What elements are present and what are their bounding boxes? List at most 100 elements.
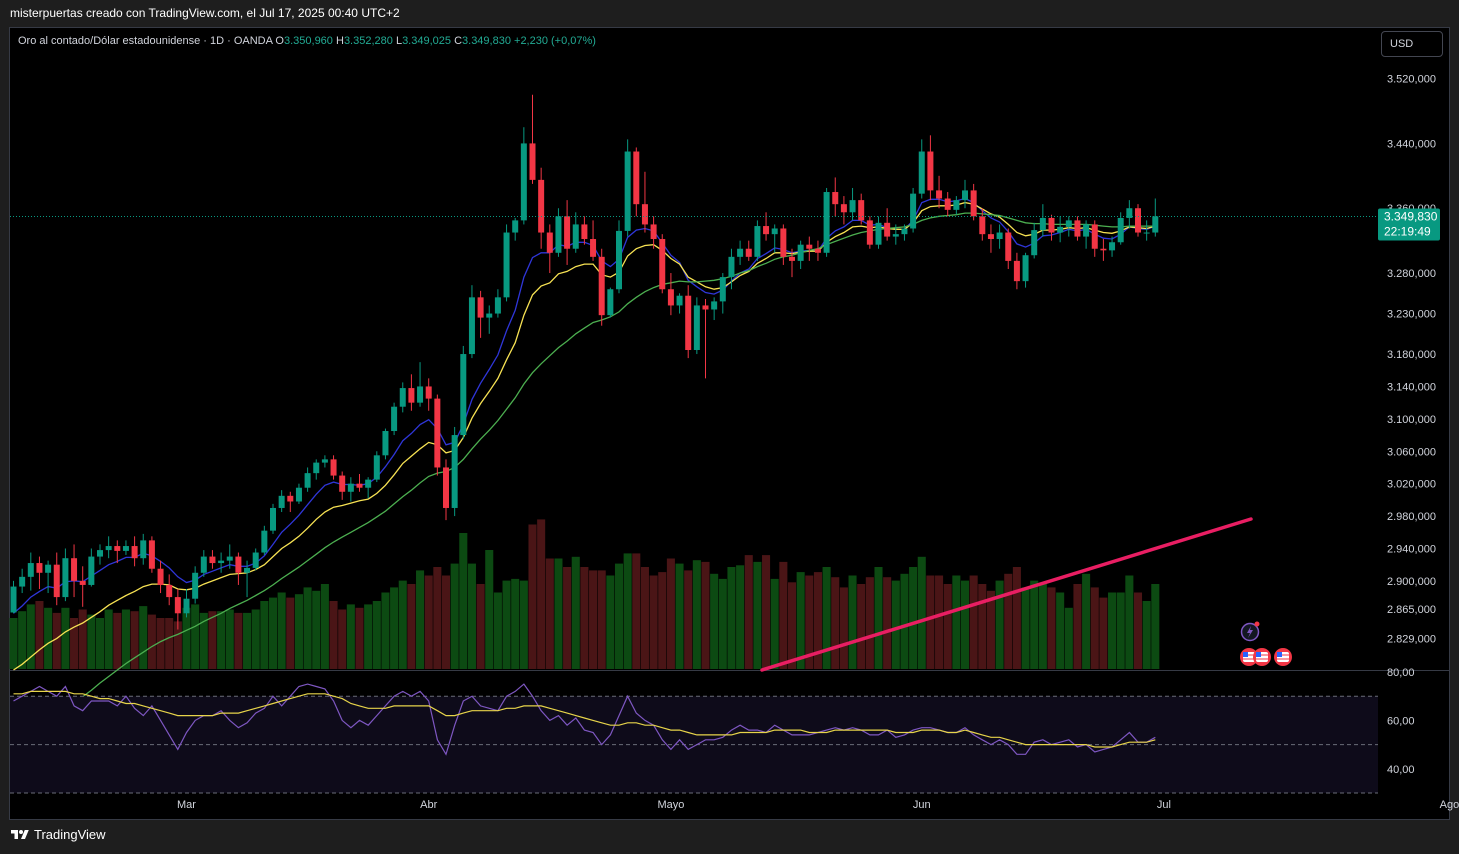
candle-body [702,305,709,310]
candle-body [399,388,406,407]
rsi-ma-line [13,690,1156,748]
volume-bar [320,584,329,669]
candle-body [1022,255,1029,282]
candle-body [1126,208,1133,218]
volume-bar [286,597,295,669]
time-axis-tick: Ago [1440,799,1459,811]
volume-bar [121,609,130,669]
candle-body [391,406,398,432]
candle-body [174,597,181,614]
volume-bar [268,597,278,669]
time-axis-tick: Mar [177,799,196,811]
candle-body [529,143,536,180]
volume-bar [632,553,641,669]
volume-bar [338,609,347,669]
candle-body [1057,226,1064,233]
candle-body [278,495,285,508]
candle-body [797,244,804,261]
low-label: L [395,35,403,47]
candle-body [901,228,908,235]
volume-bar [1064,607,1073,669]
candle-body [806,244,813,249]
price-axis-tick: 3.520,000 [1387,74,1436,86]
candle-body [200,556,207,573]
volume-bar [467,563,476,669]
trendline[interactable] [760,517,1253,672]
volume-bar [139,606,148,669]
candle-body [417,386,424,403]
currency-button[interactable]: USD [1381,31,1443,57]
chart-area[interactable] [9,27,1450,820]
volume-bar [623,553,632,669]
volume-bar [398,580,407,669]
volume-bar [537,519,546,669]
candle-body [304,473,311,488]
candle-body [659,239,666,290]
candle-body [676,295,683,306]
volume-bar [865,577,874,669]
candle-body [572,224,579,249]
volume-bar [848,575,857,669]
volume-bar [1108,592,1117,669]
candle-body [711,301,718,310]
volume-bar [52,612,61,669]
volume-bar [943,584,952,669]
volume-bar [225,609,234,669]
change-value: +2,230 (+0,07%) [514,35,596,47]
volume-bar [883,577,892,669]
volume-bar [969,575,978,669]
us-flag-canton [1243,652,1248,657]
candle-body [295,487,302,502]
time-axis-tick: Jun [913,799,931,811]
volume-bar [312,590,321,669]
chart-title: misterpuertas creado con TradingView.com… [10,6,400,20]
candle-body [460,354,467,436]
volume-bar [563,567,572,669]
volume-bar [796,572,805,669]
candle-body [814,248,821,253]
volume-bar [787,582,797,669]
volume-bar [390,587,399,669]
candle-body [1109,242,1116,251]
price-axis-tick: 2.865,000 [1387,604,1436,616]
volume-bar [917,556,926,669]
rsi-axis-tick: 80,00 [1387,667,1415,679]
candle-body [1117,217,1124,243]
candle-body [546,232,553,253]
volume-bar [926,575,935,669]
candle-body [183,598,190,614]
candle-body [347,483,354,492]
volume-bar [762,555,771,669]
volume-bar [805,575,814,669]
volume-bar [35,601,44,669]
us-flag-canton [1277,652,1282,657]
volume-bar [822,567,831,669]
candle-body [451,435,458,508]
volume-bar [1038,584,1047,669]
ema-slow-line [13,212,1156,760]
candle-body [650,224,657,240]
volume-bar [831,577,840,669]
candle-body [970,190,977,217]
candle-body [927,151,934,191]
price-axis-tick: 2.829,000 [1387,633,1436,645]
candle-body [953,200,960,210]
volume-bar [571,556,580,669]
volume-bar [909,567,918,669]
price-axis-tick: 3.020,000 [1387,479,1436,491]
volume-bar [511,578,520,669]
rsi-axis-tick: 40,00 [1387,764,1415,776]
volume-bar [372,601,381,669]
volume-bar [684,570,693,669]
volume-bar [753,561,762,669]
volume-bar [78,609,87,669]
volume-bar [900,573,909,669]
volume-bar [441,575,451,669]
candle-body [1100,248,1107,251]
volume-bar [87,614,96,669]
candle-body [1083,224,1090,237]
volume-bar [1090,587,1099,669]
candle-body [763,226,770,235]
price-axis-tick: 2.980,000 [1387,511,1436,523]
